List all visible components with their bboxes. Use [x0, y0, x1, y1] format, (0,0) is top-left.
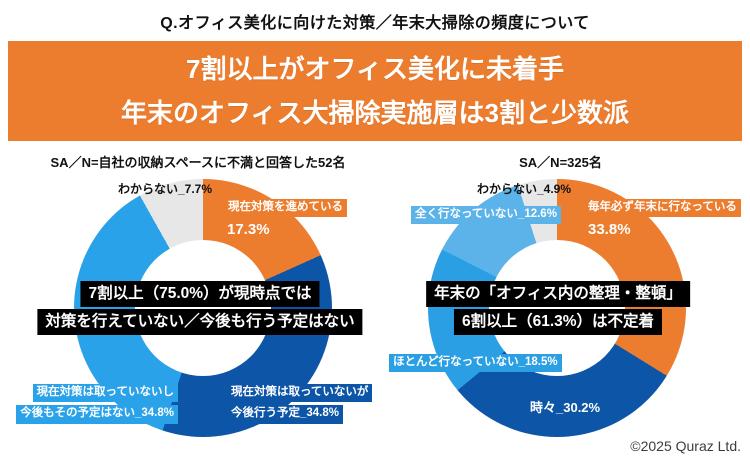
right-label-rarely-text: ほとんど行なっていない_18.5%: [389, 353, 562, 373]
right-label-sometimes: 時々_30.2%: [530, 400, 601, 415]
left-chart-header: SA／N=自社の収納スペースに不満と回答した52名: [50, 155, 346, 170]
left-label-current-text: 現在対策を進めている: [224, 198, 347, 218]
left-donut-hole: [135, 240, 271, 376]
left-label-unknown: わからない_7.7%: [118, 182, 213, 196]
headline-banner: 7割以上がオフィス美化に未着手 年末のオフィス大掃除実施層は3割と少数派: [8, 41, 742, 141]
left-center-annotation-line2: 対策を行えていない／今後も行う予定はない: [37, 309, 363, 335]
headline-line-2: 年末のオフィス大掃除実施層は3割と少数派: [121, 98, 629, 128]
right-label-unknown: わからない_4.9%: [477, 182, 572, 196]
right-label-every: 毎年必ず年末に行なっている: [584, 197, 741, 218]
headline-line-1: 7割以上がオフィス美化に未着手: [186, 54, 564, 84]
page-title: Q.オフィス美化に向けた対策／年末大掃除の頻度について: [160, 15, 590, 32]
left-label-future-line1: 現在対策は取っていないが: [227, 383, 373, 403]
left-label-future: 現在対策は取っていないが 今後行う予定_34.8%: [227, 381, 373, 424]
right-value-every: 33.8%: [588, 221, 631, 238]
left-center-annotation-line1: 7割以上（75.0%）が現時点では: [80, 281, 320, 307]
right-center-annotation-line2: 6割以上（61.3%）は不定着: [453, 309, 663, 335]
left-label-current: 現在対策を進めている: [224, 197, 347, 218]
left-label-noplan: 現在対策は取っていないし 今後もその予定はない_34.8%: [10, 381, 178, 424]
right-label-rarely: ほとんど行なっていない_18.5%: [389, 352, 562, 373]
left-value-current: 17.3%: [227, 221, 270, 238]
left-label-noplan-line1: 現在対策は取っていないし: [32, 383, 178, 403]
right-center-annotation-line1: 年末の「オフィス内の整理・整頓」: [426, 281, 690, 307]
right-label-every-text: 毎年必ず年末に行なっている: [584, 198, 741, 218]
left-label-future-line2: 今後行う予定_34.8%: [227, 404, 344, 424]
right-label-never: 全く行なっていない_12.6%: [411, 204, 561, 225]
right-chart-header: SA／N=325名: [519, 155, 602, 170]
right-label-never-text: 全く行なっていない_12.6%: [411, 205, 561, 225]
left-label-noplan-line2: 今後もその予定はない_34.8%: [16, 404, 178, 424]
right-donut-hole: [489, 240, 625, 376]
copyright-notice: ©2025 Quraz Ltd.: [630, 438, 741, 454]
